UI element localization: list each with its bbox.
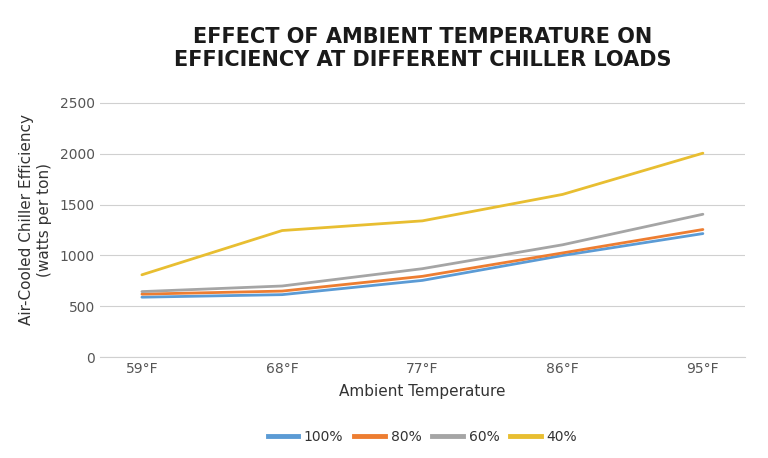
60% bbox=[418, 266, 427, 272]
Line: 100%: 100% bbox=[142, 234, 703, 297]
100% bbox=[558, 253, 568, 258]
Line: 40%: 40% bbox=[142, 153, 703, 275]
60% bbox=[137, 289, 147, 294]
40% bbox=[698, 150, 707, 156]
80% bbox=[137, 291, 147, 297]
40% bbox=[418, 218, 427, 224]
80% bbox=[698, 227, 707, 232]
100% bbox=[698, 231, 707, 236]
100% bbox=[137, 294, 147, 300]
40% bbox=[137, 272, 147, 278]
Y-axis label: Air-Cooled Chiller Efficiency
(watts per ton): Air-Cooled Chiller Efficiency (watts per… bbox=[19, 114, 51, 325]
80% bbox=[558, 250, 568, 256]
80% bbox=[418, 273, 427, 279]
100% bbox=[418, 278, 427, 283]
80% bbox=[277, 289, 286, 294]
Line: 60%: 60% bbox=[142, 214, 703, 292]
100% bbox=[277, 292, 286, 297]
60% bbox=[698, 212, 707, 217]
Legend: 100%, 80%, 60%, 40%: 100%, 80%, 60%, 40% bbox=[262, 425, 583, 450]
60% bbox=[277, 283, 286, 289]
60% bbox=[558, 242, 568, 247]
Title: EFFECT OF AMBIENT TEMPERATURE ON
EFFICIENCY AT DIFFERENT CHILLER LOADS: EFFECT OF AMBIENT TEMPERATURE ON EFFICIE… bbox=[174, 27, 671, 70]
X-axis label: Ambient Temperature: Ambient Temperature bbox=[339, 384, 505, 399]
40% bbox=[558, 191, 568, 197]
Line: 80%: 80% bbox=[142, 229, 703, 294]
40% bbox=[277, 228, 286, 233]
